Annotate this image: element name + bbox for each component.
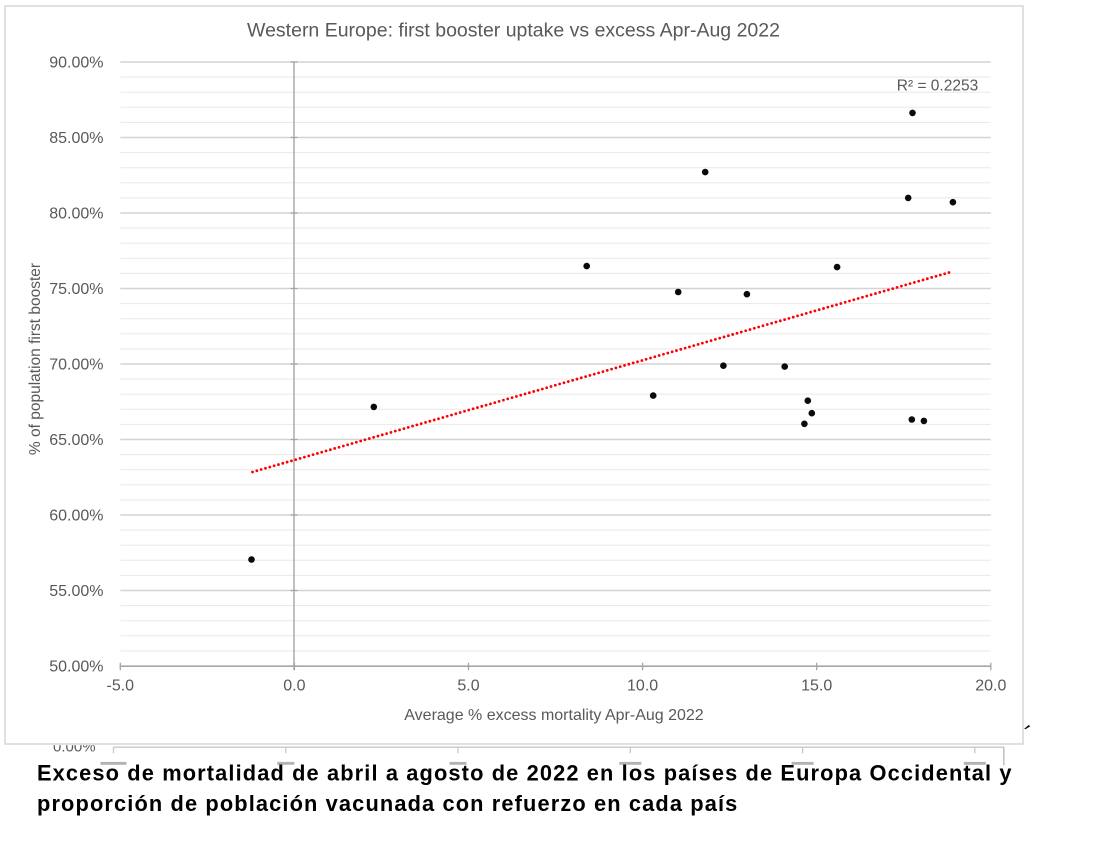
svg-text:-5.0: -5.0: [107, 678, 135, 695]
svg-text:90.00%: 90.00%: [49, 54, 103, 71]
svg-text:70.00%: 70.00%: [49, 356, 103, 373]
svg-text:20.0: 20.0: [975, 678, 1006, 695]
svg-text:80.00%: 80.00%: [49, 205, 103, 222]
svg-text:Exceso de mortalidad de abril: Exceso de mortalidad de abril a agosto d…: [37, 761, 1013, 786]
svg-text:60.00%: 60.00%: [49, 507, 103, 524]
svg-text:75.00%: 75.00%: [49, 281, 103, 298]
svg-text:85.00%: 85.00%: [49, 130, 103, 147]
svg-text:15.0: 15.0: [801, 678, 832, 695]
svg-text:Western Europe: first booster: Western Europe: first booster uptake vs …: [247, 20, 780, 42]
svg-text:% of population first booster: % of population first booster: [27, 263, 44, 455]
svg-text:5.0: 5.0: [457, 678, 479, 695]
svg-text:55.00%: 55.00%: [49, 583, 103, 600]
svg-text:0.0: 0.0: [283, 678, 305, 695]
svg-text:proporción de población vacuna: proporción de población vacunada con ref…: [37, 791, 738, 816]
svg-text:50.00%: 50.00%: [49, 658, 103, 675]
svg-text:Average % excess mortality Apr: Average % excess mortality Apr-Aug 2022: [404, 707, 704, 724]
svg-text:R² = 0.2253: R² = 0.2253: [897, 78, 978, 95]
svg-text:10.0: 10.0: [627, 678, 658, 695]
svg-text:65.00%: 65.00%: [49, 432, 103, 449]
svg-text:0.00%: 0.00%: [53, 739, 96, 756]
